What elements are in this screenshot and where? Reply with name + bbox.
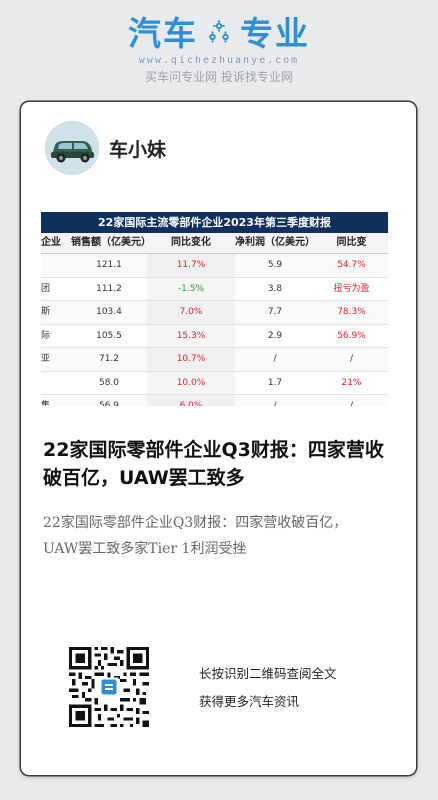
table-cell: 6.0% [147, 395, 235, 406]
table-cell: -1.5% [147, 277, 235, 300]
table-cell: 15.3% [147, 324, 235, 347]
table-cell: 78.3% [337, 307, 366, 317]
author-block[interactable]: 车小妹 [45, 120, 166, 176]
brand-title-left: 汽车 [128, 14, 198, 53]
table-cell: / [273, 401, 277, 406]
table-header-cell: 同比变化 [171, 237, 211, 248]
table-row: 团 111.2 -1.5% 3.8 扭亏为盈 [41, 277, 388, 301]
table-cell: 7.0% [147, 301, 235, 324]
table-cell: 亚 [41, 354, 51, 364]
table-header: 企业 销售额（亿美元） 同比变化 净利润（亿美元） 同比变 [41, 233, 388, 254]
article-headline[interactable]: 22家国际零部件企业Q3财报：四家营收破百亿，UAW罢工致多 [43, 439, 384, 489]
table-cell: 扭亏为盈 [333, 283, 370, 294]
table-cell: 121.1 [96, 260, 122, 270]
table-cell: 105.5 [96, 330, 122, 341]
qr-code-icon[interactable] [69, 647, 149, 727]
table-cell: 71.2 [98, 354, 120, 364]
author-name: 车小妹 [109, 138, 167, 161]
article-summary: 22家国际零部件企业Q3财报：四家营收破百亿，UAW罢工致多家Tier 1利润受… [43, 515, 348, 557]
table-row: 集 56.9 6.0% / / [41, 395, 388, 406]
brand-logo: 汽车 专业 [0, 14, 438, 54]
brand-slogan: 买车问专业网 投诉找专业网 [145, 70, 293, 84]
table-row: 亚 71.2 10.7% / / [41, 348, 388, 372]
table-cell [41, 372, 71, 395]
table-cell: 103.4 [96, 307, 122, 317]
table-header-cell: 净利润（亿美元） [235, 237, 315, 248]
table-cell: 斯 [41, 307, 51, 317]
table-cell: 团 [41, 283, 51, 294]
table-cell: 3.8 [267, 283, 283, 294]
table-cell: 2.9 [267, 330, 283, 341]
table-cell: 11.7% [147, 254, 235, 277]
table-header-cell: 销售额（亿美元） [71, 237, 151, 248]
table-cell: 54.7% [337, 260, 366, 270]
brand-header: 汽车 专业 www.qichezhuanye.com 买车问专业网 投诉找专业网 [0, 14, 438, 86]
car-avatar-icon [45, 121, 99, 175]
brand-title-right: 专业 [240, 14, 310, 53]
gear-icon [209, 20, 229, 43]
table-cell: 1.7 [267, 377, 283, 388]
table-row: 际 105.5 15.3% 2.9 56.9% [41, 324, 388, 348]
qr-line-2: 获得更多汽车资讯 [199, 694, 300, 709]
table-row: 121.1 11.7% 5.9 54.7% [41, 254, 388, 278]
table-header-cell: 企业 [41, 237, 61, 248]
table-cell: 10.7% [147, 348, 235, 371]
brand-url: www.qichezhuanye.com [138, 55, 300, 66]
table-cell: 7.7 [267, 307, 283, 317]
table-cell: / [349, 401, 354, 406]
table-cell: 集 [41, 401, 51, 406]
table-header-cell: 同比变 [336, 237, 367, 248]
table-cell: 56.9 [98, 401, 120, 406]
table-row: 58.0 10.0% 1.7 21% [41, 371, 388, 395]
table-cell: 10.0% [147, 371, 235, 394]
qr-line-1: 长按识别二维码查阅全文 [199, 666, 337, 681]
table-cell: 56.9% [337, 330, 366, 341]
table-row: 斯 103.4 7.0% 7.7 78.3% [41, 301, 388, 325]
table-cell: 5.9 [267, 260, 283, 270]
qr-instructions: 长按识别二维码查阅全文 获得更多汽车资讯 [199, 660, 337, 716]
share-card: 车小妹 22家国际主流零部件企业2023年第三季度财报 企业 销售额（亿美元） … [21, 102, 416, 775]
table-title: 22家国际主流零部件企业2023年第三季度财报 [41, 212, 388, 233]
table-cell: / [273, 354, 277, 364]
table-cell: 111.2 [96, 283, 122, 294]
table-cell: 58.0 [98, 377, 120, 388]
table-body: 121.1 11.7% 5.9 54.7% 团 111.2 -1.5% 3.8 … [41, 254, 388, 406]
financial-table-image[interactable]: 22家国际主流零部件企业2023年第三季度财报 企业 销售额（亿美元） 同比变化… [41, 212, 388, 406]
table-cell [41, 254, 71, 277]
table-cell: / [349, 354, 354, 364]
table-cell: 际 [41, 330, 51, 341]
table-cell: 21% [341, 377, 362, 388]
